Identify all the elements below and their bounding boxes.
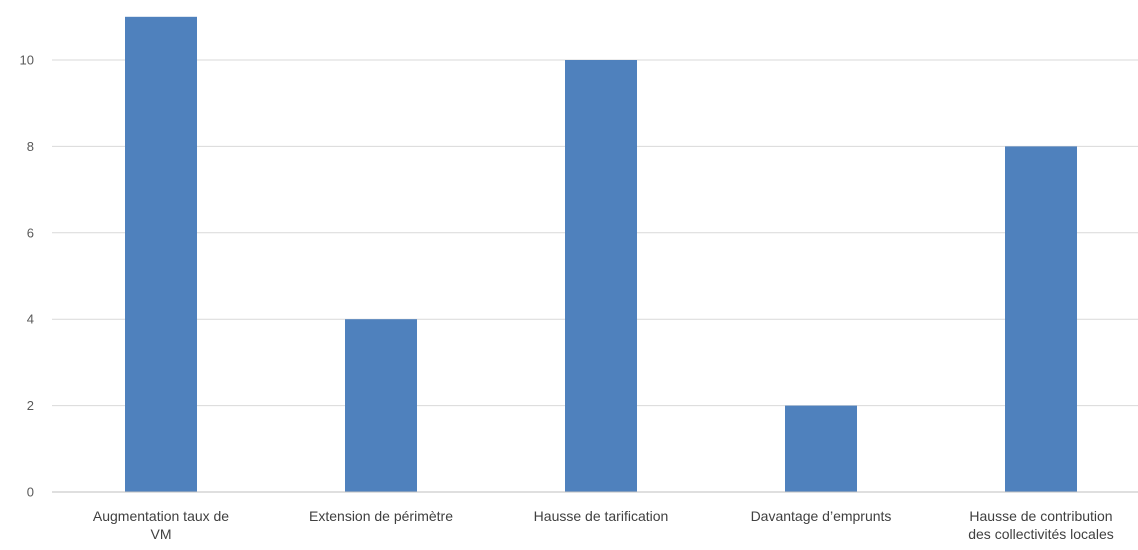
bars (125, 16, 1077, 493)
x-axis-labels: Augmentation taux de VM Extension de périm… (93, 508, 1114, 542)
y-tick-label: 8 (27, 139, 34, 154)
bar-1 (125, 16, 197, 493)
y-tick-label: 6 (27, 225, 34, 240)
y-tick-label: 2 (27, 398, 34, 413)
x-category-label: Augmentation taux de VM (93, 508, 229, 542)
y-axis-ticks: 0 2 4 6 8 10 (20, 53, 34, 500)
x-category-label: Davantage d’emprunts (751, 508, 892, 524)
y-tick-label: 4 (27, 312, 34, 327)
bar-5 (1005, 146, 1077, 492)
x-category-label: Hausse de contribution des collectivités … (968, 508, 1114, 542)
y-tick-label: 0 (27, 485, 34, 500)
bar-4 (785, 405, 857, 492)
bar-3 (565, 60, 637, 492)
bar-2 (345, 319, 417, 492)
x-category-label: Hausse de tarification (534, 508, 669, 524)
y-tick-label: 10 (20, 53, 34, 68)
x-category-label: Extension de périmètre (309, 508, 453, 524)
